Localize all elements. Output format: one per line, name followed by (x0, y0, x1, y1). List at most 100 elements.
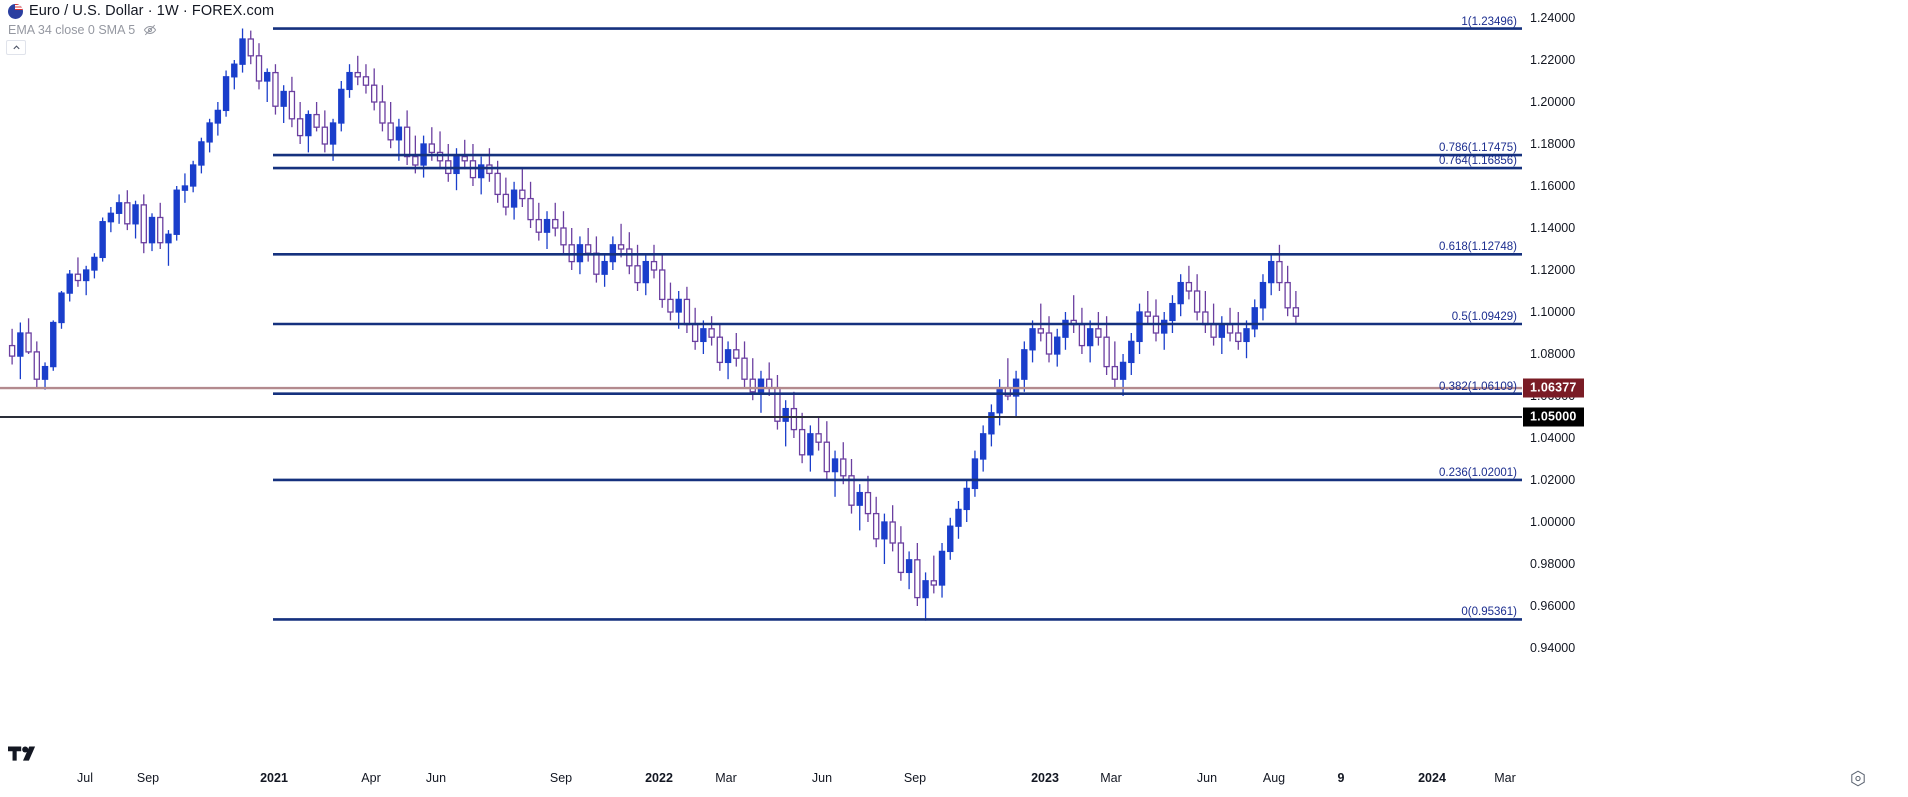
candle (1292, 291, 1300, 325)
candle (741, 341, 748, 388)
study-label[interactable]: EMA 34 close 0 SMA 5 (8, 23, 136, 37)
candle (790, 391, 798, 438)
candle (1021, 341, 1028, 392)
fib-level-label[interactable]: 0.618(1.12748) (1438, 241, 1517, 254)
current-price-badge[interactable]: 1.06377 (1523, 378, 1584, 398)
candle (815, 417, 822, 451)
candle (766, 362, 773, 396)
chart-legend-studies[interactable]: EMA 34 close 0 SMA 5 (8, 23, 157, 37)
candle (922, 572, 929, 621)
candle (1103, 316, 1110, 375)
candle (1111, 341, 1119, 388)
candle (264, 68, 271, 102)
candle (313, 102, 320, 132)
candlestick-canvas (0, 27, 1522, 621)
tradingview-logo[interactable] (8, 744, 42, 766)
price-tick: 1.18000 (1530, 137, 1576, 151)
candle (1259, 274, 1267, 321)
candle (1144, 291, 1151, 325)
candle (708, 316, 715, 346)
fib-level-label[interactable]: 0(0.95361) (1461, 606, 1517, 619)
candle (1128, 333, 1135, 375)
timezone-settings-button[interactable] (1848, 769, 1868, 789)
candle (1037, 303, 1044, 342)
symbol-title[interactable]: Euro / U.S. Dollar · 1W · FOREX.com (29, 3, 275, 19)
price-tick: 1.02000 (1530, 473, 1576, 487)
candle (321, 110, 329, 153)
time-tick: Sep (136, 771, 160, 785)
price-tick: 1.16000 (1530, 179, 1576, 193)
time-tick: Jun (1196, 771, 1218, 785)
candle (905, 551, 913, 590)
candle (856, 484, 863, 531)
fib-level-label[interactable]: 0.382(1.06109) (1438, 380, 1517, 393)
candle (379, 85, 386, 132)
candle (716, 324, 724, 371)
time-tick: Mar (1100, 771, 1122, 785)
price-tick: 1.20000 (1530, 95, 1576, 109)
candle (510, 181, 518, 220)
candle (782, 400, 789, 447)
candle (1086, 320, 1094, 363)
candle (757, 370, 765, 413)
candle (823, 421, 831, 480)
candle (255, 43, 263, 90)
candle (930, 555, 937, 594)
candle (140, 194, 147, 254)
candle (124, 190, 131, 231)
time-tick: 2024 (1418, 771, 1446, 785)
candle (1062, 312, 1069, 350)
candle (1169, 295, 1176, 333)
candle (107, 207, 115, 233)
time-tick: Aug (1262, 771, 1286, 785)
fib-level-label[interactable]: 0.786(1.17475) (1438, 142, 1517, 155)
candle (41, 362, 49, 390)
candle (1152, 299, 1160, 342)
candle (1177, 274, 1184, 317)
candle (50, 320, 57, 371)
candle (272, 64, 279, 115)
candle (774, 375, 781, 430)
price-tick: 1.12000 (1530, 263, 1576, 277)
candle (584, 228, 592, 262)
candle (148, 213, 156, 252)
time-tick: Mar (715, 771, 737, 785)
fib-level-label[interactable]: 0.236(1.02001) (1438, 466, 1517, 479)
candle (1054, 328, 1061, 367)
candle (165, 230, 172, 266)
candle (535, 202, 542, 241)
candle (1095, 312, 1102, 346)
candle (477, 156, 485, 195)
price-scale[interactable]: 1.24000 1.22000 1.20000 1.18000 1.16000 1.140… (1522, 0, 1908, 760)
candle (568, 228, 575, 270)
chart-legend-title[interactable]: Euro / U.S. Dollar · 1W · FOREX.com (8, 3, 274, 19)
candle (82, 265, 90, 296)
candle (667, 282, 674, 321)
time-tick: Sep (549, 771, 573, 785)
price-tick: 0.94000 (1530, 641, 1576, 655)
candle (362, 64, 370, 94)
candle (181, 173, 189, 203)
candle (420, 135, 427, 178)
eye-off-icon[interactable] (143, 23, 157, 37)
time-tick: 2022 (645, 771, 673, 785)
fib-level-label[interactable]: 1(1.23496) (1461, 15, 1517, 28)
fib-level-label[interactable]: 0.5(1.09429) (1451, 310, 1517, 323)
candle (560, 211, 567, 254)
price-tick: 1.04000 (1530, 431, 1576, 445)
chart-plot-area[interactable]: 1(1.23496) 0.786(1.17475) 0.764(1.16856) 0.… (0, 0, 1522, 760)
candle (593, 236, 600, 283)
candle (642, 253, 649, 296)
fib-level-label[interactable]: 0.764(1.16856) (1438, 155, 1517, 168)
time-tick: Mar (1494, 771, 1516, 785)
candle (387, 102, 394, 149)
candle (938, 543, 946, 598)
round-level-badge[interactable]: 1.05000 (1523, 407, 1584, 427)
candle (1119, 354, 1127, 396)
candle (91, 253, 98, 279)
collapse-legend-button[interactable] (6, 40, 26, 55)
time-scale[interactable]: Jul Sep 2021 Apr Jun Sep 2022 Mar Jun Sep 2023 Mar J… (0, 760, 1908, 797)
candle (955, 501, 962, 539)
candle (280, 85, 287, 123)
price-tick: 1.14000 (1530, 221, 1576, 235)
